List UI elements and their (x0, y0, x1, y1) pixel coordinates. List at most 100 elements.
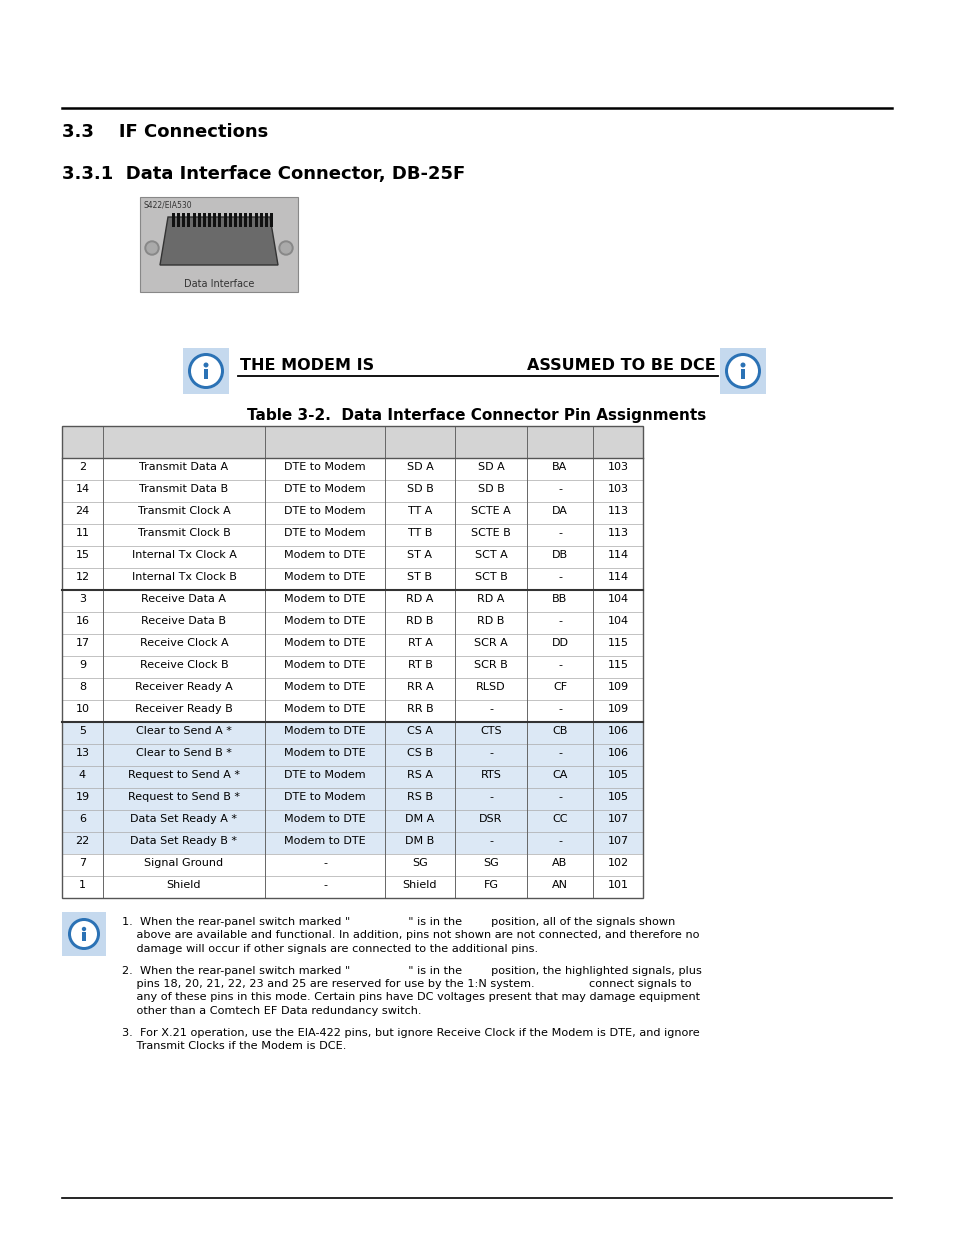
Text: DTE to Modem: DTE to Modem (284, 506, 365, 516)
Text: 11: 11 (75, 529, 90, 538)
Text: RD B: RD B (406, 616, 434, 626)
Text: Request to Send B *: Request to Send B * (128, 792, 240, 802)
Text: AN: AN (552, 881, 567, 890)
Text: Modem to DTE: Modem to DTE (284, 616, 365, 626)
Text: RR B: RR B (406, 704, 433, 714)
Text: 103: 103 (607, 484, 628, 494)
Circle shape (740, 363, 744, 368)
Bar (239, 212, 242, 227)
Text: RS A: RS A (407, 769, 433, 781)
Text: CS A: CS A (407, 726, 433, 736)
Text: CS B: CS B (407, 748, 433, 758)
Text: DSR: DSR (478, 814, 502, 824)
Text: CB: CB (552, 726, 567, 736)
Bar (188, 212, 191, 227)
Text: 24: 24 (75, 506, 90, 516)
Text: SCR A: SCR A (474, 638, 507, 648)
Text: 113: 113 (607, 529, 628, 538)
Text: 115: 115 (607, 638, 628, 648)
Text: 1.  When the rear-panel switch marked "                " is in the        positi: 1. When the rear-panel switch marked " "… (122, 918, 675, 927)
Text: Modem to DTE: Modem to DTE (284, 814, 365, 824)
Text: BA: BA (552, 462, 567, 472)
Text: SD B: SD B (477, 484, 504, 494)
Bar (259, 212, 262, 227)
Text: SCR B: SCR B (474, 659, 507, 671)
Text: -: - (558, 616, 561, 626)
Text: DM B: DM B (405, 836, 435, 846)
Text: -: - (489, 792, 493, 802)
Bar (177, 212, 180, 227)
Bar (62, 656, 642, 678)
Bar (204, 369, 208, 379)
Text: DTE to Modem: DTE to Modem (284, 529, 365, 538)
Text: -: - (558, 572, 561, 582)
Bar (62, 480, 642, 501)
Text: 10: 10 (75, 704, 90, 714)
Bar (62, 524, 642, 546)
Text: DA: DA (552, 506, 567, 516)
Text: RLSD: RLSD (476, 682, 505, 692)
Text: DTE to Modem: DTE to Modem (284, 792, 365, 802)
Bar (62, 426, 642, 898)
Text: 3.3    IF Connections: 3.3 IF Connections (62, 124, 268, 141)
Text: -: - (323, 858, 327, 868)
Circle shape (278, 241, 293, 254)
Text: SG: SG (482, 858, 498, 868)
Circle shape (281, 243, 291, 253)
Text: SD A: SD A (406, 462, 433, 472)
Bar (740, 369, 744, 379)
Text: 3.  For X.21 operation, use the EIA-422 pins, but ignore Receive Clock if the Mo: 3. For X.21 operation, use the EIA-422 p… (122, 1028, 699, 1037)
Text: 14: 14 (75, 484, 90, 494)
Text: 107: 107 (607, 814, 628, 824)
Text: -: - (558, 484, 561, 494)
Text: Modem to DTE: Modem to DTE (284, 550, 365, 559)
Text: 109: 109 (607, 682, 628, 692)
Text: 104: 104 (607, 616, 628, 626)
Text: SD A: SD A (477, 462, 504, 472)
Text: RR A: RR A (406, 682, 433, 692)
Text: DB: DB (552, 550, 567, 559)
Text: S422/EIA530: S422/EIA530 (144, 200, 193, 209)
Text: Table 3-2.  Data Interface Connector Pin Assignments: Table 3-2. Data Interface Connector Pin … (247, 408, 706, 424)
Text: other than a Comtech EF Data redundancy switch.: other than a Comtech EF Data redundancy … (122, 1007, 421, 1016)
Text: ST B: ST B (407, 572, 432, 582)
Text: 106: 106 (607, 748, 628, 758)
Text: Shield: Shield (402, 881, 436, 890)
Text: 3.3.1  Data Interface Connector, DB-25F: 3.3.1 Data Interface Connector, DB-25F (62, 165, 465, 183)
Text: Modem to DTE: Modem to DTE (284, 748, 365, 758)
Text: Transmit Data B: Transmit Data B (139, 484, 229, 494)
Bar (233, 212, 236, 227)
Text: any of these pins in this mode. Certain pins have DC voltages present that may d: any of these pins in this mode. Certain … (122, 993, 700, 1003)
Text: -: - (558, 704, 561, 714)
Bar (62, 788, 642, 810)
Circle shape (145, 241, 159, 254)
Text: above are available and functional. In addition, pins not shown are not connecte: above are available and functional. In a… (122, 930, 699, 941)
Text: Signal Ground: Signal Ground (144, 858, 223, 868)
Text: -: - (558, 659, 561, 671)
Text: 3: 3 (79, 594, 86, 604)
Text: RD A: RD A (406, 594, 434, 604)
Text: -: - (489, 704, 493, 714)
Bar (62, 426, 642, 458)
Bar (62, 832, 642, 853)
Text: 109: 109 (607, 704, 628, 714)
Bar (208, 212, 211, 227)
Circle shape (188, 353, 224, 389)
Text: -: - (323, 881, 327, 890)
Bar (193, 212, 195, 227)
Bar (244, 212, 247, 227)
Bar (203, 212, 206, 227)
Text: 6: 6 (79, 814, 86, 824)
Bar (62, 458, 642, 480)
Circle shape (82, 926, 86, 931)
Text: RD A: RD A (476, 594, 504, 604)
Text: Receive Clock B: Receive Clock B (139, 659, 228, 671)
Text: 17: 17 (75, 638, 90, 648)
Bar (62, 766, 642, 788)
Text: DTE to Modem: DTE to Modem (284, 484, 365, 494)
Text: Modem to DTE: Modem to DTE (284, 836, 365, 846)
Bar (62, 613, 642, 634)
Bar (218, 212, 221, 227)
Bar (223, 212, 227, 227)
Text: Modem to DTE: Modem to DTE (284, 704, 365, 714)
